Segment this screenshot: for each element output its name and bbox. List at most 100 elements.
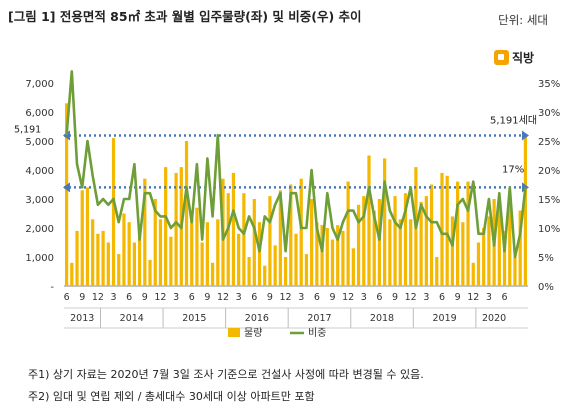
- bar-mark: [75, 230, 79, 286]
- bar-mark: [508, 204, 512, 286]
- x-year-label: 2015: [182, 313, 206, 324]
- bar-mark: [523, 135, 528, 286]
- annotation-share: 17%: [502, 164, 524, 175]
- legend-label-line: 비중: [308, 327, 326, 339]
- x-month-tick-label: 9: [204, 292, 210, 303]
- x-month-tick-label: 3: [173, 292, 179, 303]
- bar-mark: [216, 219, 220, 286]
- bar-mark: [268, 196, 272, 286]
- y-right-tick-label: 35%: [538, 79, 560, 90]
- bar-mark: [164, 167, 168, 286]
- bar-mark: [409, 219, 413, 286]
- x-month-tick-label: 6: [376, 292, 382, 303]
- y-right-tick-label: 20%: [538, 166, 560, 177]
- bar-mark: [367, 155, 371, 286]
- x-month-tick-label: 12: [405, 292, 417, 303]
- bar-mark: [351, 248, 355, 286]
- y-left-tick-label: 3,000: [25, 195, 54, 206]
- x-month-tick-label: 6: [189, 292, 195, 303]
- bar-mark: [111, 138, 116, 286]
- x-month-tick-label: 12: [92, 292, 104, 303]
- x-month-tick-label: 9: [267, 292, 273, 303]
- x-month-tick-label: 6: [126, 292, 132, 303]
- bar-mark: [502, 230, 507, 286]
- y-left-tick-label: 1,000: [25, 253, 54, 264]
- bar-mark: [122, 213, 126, 286]
- bar-mark: [341, 230, 345, 286]
- bar-mark: [336, 225, 340, 286]
- bar-mark: [456, 181, 460, 286]
- bar-mark: [310, 199, 314, 286]
- bar-mark: [148, 259, 152, 286]
- chart-title: [그림 1] 전용면적 85㎡ 초과 월별 입주물량(좌) 및 비중(우) 추이: [8, 9, 362, 24]
- bar-mark: [487, 216, 491, 286]
- bar-mark: [106, 242, 110, 286]
- y-right-tick-label: 5%: [538, 253, 554, 264]
- bar-mark: [304, 254, 309, 286]
- x-month-tick-label: 3: [361, 292, 367, 303]
- x-month-tick-label: 3: [111, 292, 117, 303]
- bar-mark: [377, 199, 382, 286]
- bar-mark: [184, 141, 189, 286]
- bar-mark: [283, 257, 288, 286]
- y-right-tick-label: 0%: [538, 282, 554, 293]
- bar-mark: [294, 233, 298, 286]
- bar-mark: [372, 210, 376, 286]
- y-left-tick-label: -: [50, 282, 54, 293]
- bar-mark: [64, 103, 69, 286]
- bar-mark: [497, 204, 501, 286]
- bar-mark: [85, 187, 90, 286]
- bar-mark: [210, 262, 215, 286]
- bar-mark: [96, 233, 100, 286]
- bar-mark: [200, 242, 204, 286]
- bar-mark: [252, 199, 256, 286]
- ref-arrow-right: [522, 130, 529, 141]
- bar-mark: [471, 262, 475, 286]
- x-month-tick-label: 12: [342, 292, 354, 303]
- x-month-tick-label: 9: [142, 292, 148, 303]
- y-left-tick-label: 6,000: [25, 108, 54, 119]
- bar-mark: [362, 196, 366, 286]
- bar-mark: [278, 190, 282, 286]
- x-month-tick-label: 12: [467, 292, 479, 303]
- x-year-label: 2017: [307, 313, 331, 324]
- bar-mark: [330, 239, 335, 286]
- bar-mark: [461, 222, 465, 286]
- bar-mark: [205, 222, 209, 286]
- x-month-tick-label: 3: [423, 292, 429, 303]
- bar-mark: [315, 222, 319, 286]
- y-left-tick-label: 7,000: [25, 79, 54, 90]
- annotation-volume: 5,191세대: [490, 114, 537, 126]
- bar-mark: [153, 199, 157, 286]
- bar-mark: [158, 219, 163, 286]
- bar-mark: [346, 181, 350, 286]
- bar-mark: [127, 222, 131, 286]
- y-left-tick-label: 4,000: [25, 166, 54, 177]
- bar-mark: [273, 245, 277, 286]
- bar-mark: [476, 242, 481, 286]
- bar-mark: [190, 219, 194, 286]
- y-left-tick-label: 2,000: [25, 224, 54, 235]
- bar-mark: [101, 230, 105, 286]
- bar-mark: [117, 254, 121, 286]
- x-month-tick-label: 9: [79, 292, 85, 303]
- x-month-tick-label: 9: [455, 292, 461, 303]
- bar-mark: [518, 210, 522, 286]
- bar-mark: [320, 225, 324, 286]
- x-year-label: 2018: [370, 313, 394, 324]
- x-month-tick-label: 6: [251, 292, 257, 303]
- bar-mark: [383, 158, 387, 286]
- bar-mark: [237, 233, 241, 286]
- bar-mark: [466, 181, 470, 286]
- bar-mark: [263, 265, 267, 286]
- ref-arrow-left: [63, 130, 70, 141]
- footnote-1: 주1) 상기 자료는 2020년 7월 3일 조사 기준으로 건설사 사정에 따…: [28, 368, 424, 381]
- x-month-tick-label: 3: [298, 292, 304, 303]
- bar-mark: [429, 184, 434, 286]
- bar-mark: [247, 257, 251, 286]
- bar-mark: [231, 172, 236, 286]
- bar-mark: [91, 219, 95, 286]
- x-month-tick-label: 12: [154, 292, 166, 303]
- bar-mark: [242, 193, 246, 286]
- legend-label-bar: 물량: [244, 327, 262, 339]
